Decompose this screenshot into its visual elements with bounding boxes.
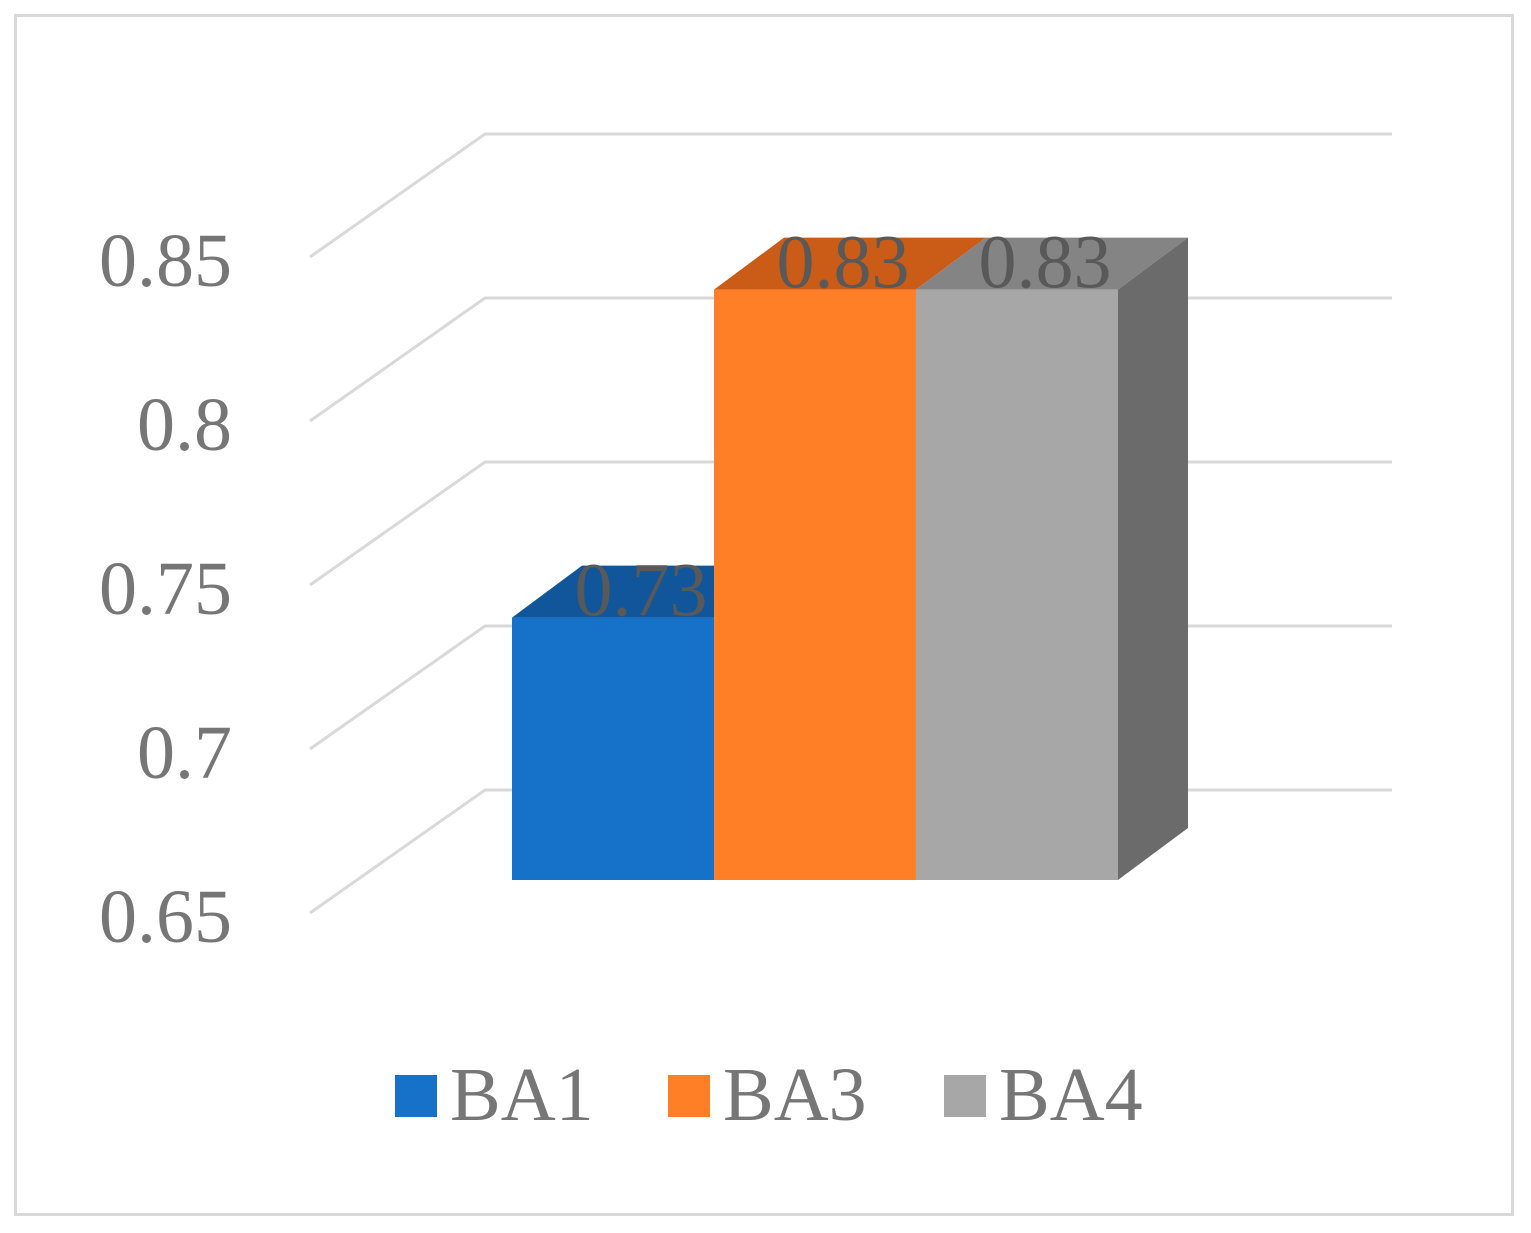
y-tick-label: 0.65 [99, 875, 232, 959]
legend-entry-ba3: BA3 [668, 1053, 867, 1137]
bar-ba4 [916, 237, 1188, 881]
bar-ba3 [714, 237, 986, 881]
legend-swatch [395, 1075, 437, 1117]
bar-front-face [916, 289, 1118, 881]
bar-side-face [1118, 237, 1188, 881]
legend: BA1 BA3 BA4 [395, 1053, 1143, 1137]
legend-entry-ba4: BA4 [944, 1053, 1143, 1137]
bar-front-face [714, 289, 916, 881]
legend-label: BA1 [450, 1053, 594, 1137]
data-label-ba4: 0.83 [979, 221, 1112, 305]
y-tick-label: 0.75 [99, 547, 232, 631]
y-tick-label: 0.7 [137, 711, 232, 795]
legend-swatch [668, 1075, 710, 1117]
legend-swatch [944, 1075, 986, 1117]
bar-top-face [714, 237, 986, 290]
bar-front-face [512, 617, 714, 880]
y-tick-label: 0.8 [137, 383, 232, 467]
data-label-ba1: 0.73 [575, 549, 708, 633]
data-labels: 0.73 0.83 0.83 [575, 221, 1112, 633]
data-label-ba3: 0.83 [777, 221, 910, 305]
y-axis-tick-labels: 0.65 0.7 0.75 0.8 0.85 [99, 219, 232, 959]
bars [512, 237, 1188, 881]
legend-label: BA3 [723, 1053, 867, 1137]
legend-entry-ba1: BA1 [395, 1053, 594, 1137]
legend-label: BA4 [999, 1053, 1143, 1137]
gridline [309, 132, 1392, 259]
bar-top-face [916, 237, 1188, 290]
y-tick-label: 0.85 [99, 219, 232, 303]
